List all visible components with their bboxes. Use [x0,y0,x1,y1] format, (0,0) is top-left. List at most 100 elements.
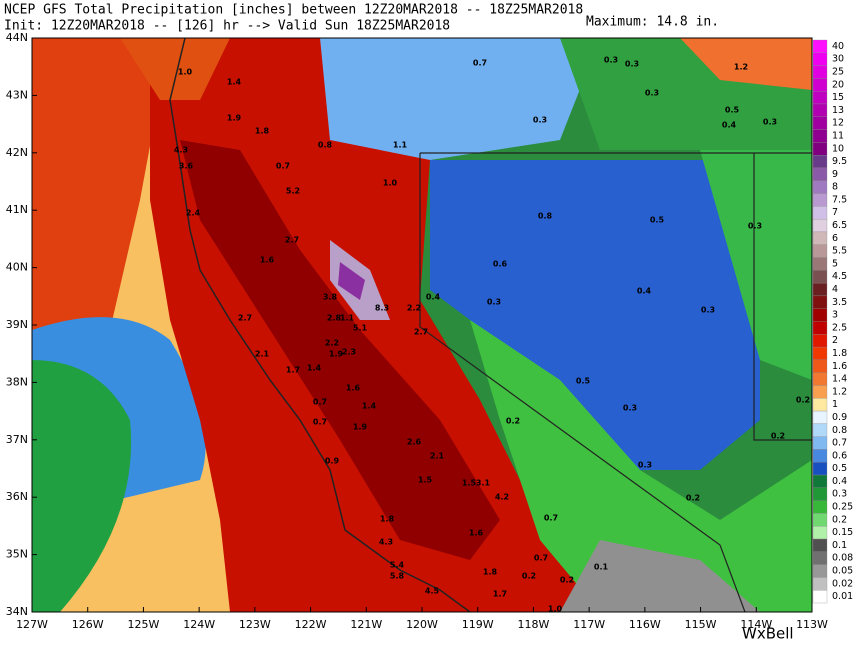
colorbar-label: 15 [832,92,844,103]
colorbar-label: 3 [832,310,838,321]
map-value-label: 0.7 [544,514,558,523]
map-value-label: 0.7 [313,398,327,407]
lat-label: 40N [6,261,28,274]
colorbar-swatch [812,308,828,322]
colorbar-label: 0.25 [832,502,853,513]
map-labels: 1.0 1.4 0.7 0.3 0.3 1.2 0.3 0.5 0.4 0.3 1.9 1.8 0.3 4… [174,56,810,614]
map-value-label: 2.7 [238,314,252,323]
lat-label: 38N [6,375,28,388]
map-value-label: 4.3 [379,538,393,547]
boundaries [169,37,812,613]
colorbar-swatch [812,590,828,604]
colorbar-swatch [812,526,828,540]
lat-label: 41N [6,203,28,216]
map-value-label: 0.7 [313,418,327,427]
colorbar-label: 13 [832,105,844,116]
colorbar-swatch [812,282,828,297]
colorbar-label: 2.5 [832,322,847,333]
map-value-label: 2.7 [285,236,299,245]
map-value-label: 3.6 [179,162,194,171]
colorbar-label: 25 [832,66,844,77]
colorbar-swatch [812,116,828,130]
colorbar-label: 0.02 [832,578,853,589]
colorbar-label: 0.9 [832,412,847,423]
colorbar-swatch [812,257,828,271]
colorbar-label: 0.4 [832,476,847,487]
colorbar-label: 0.08 [832,553,853,564]
map-value-label: 0.3 [701,306,715,315]
map-value-label: 2.1 [430,452,445,461]
map-value-label: 1.6 [260,256,275,265]
map-value-label: 0.5 [650,216,665,225]
map-value-label: 1.5 [462,479,477,488]
lat-label: 34N [6,605,28,618]
lat-label: 37N [6,433,28,446]
colorbar-swatch [812,39,828,53]
map-value-label: 0.3 [763,118,777,127]
colorbar-label: 0.8 [832,425,847,436]
map-value-label: 0.7 [473,59,487,68]
colorbar-label: 11 [832,130,844,141]
lat-label: 44N [6,31,28,44]
colorbar-swatch [812,538,828,552]
map-value-label: 1.9 [353,423,368,432]
colorbar-label: 4.5 [832,271,847,282]
colorbar-swatch [812,436,828,450]
colorbar-label: 9.5 [832,156,847,167]
map-value-label: 0.2 [771,432,785,441]
map-value-label: 2.2 [407,304,421,313]
map-value-label: 1.2 [734,63,748,72]
colorbar-swatch [812,398,828,412]
map-value-label: 1.4 [307,364,322,373]
map-value-label: 1.9 [329,350,344,359]
map-value-label: 0.4 [637,287,652,296]
map-value-label: 1.1 [340,314,355,323]
lon-label: 117W [573,618,605,631]
map-value-label: 3.8 [323,293,338,302]
colorbar-swatch [812,449,828,463]
colorbar-label: 9 [832,169,838,180]
colorbar-swatch [812,346,828,361]
map-value-label: 0.3 [533,116,547,125]
lat-label: 39N [6,318,28,331]
map-value-label: 2.7 [414,328,428,337]
colorbar-label: 10 [832,143,844,154]
colorbar-swatch [812,231,828,245]
colorbar-swatch [812,487,828,501]
colorbar-label: 1.8 [832,348,847,359]
map-value-label: 0.3 [623,404,637,413]
colorbar-label: 0.5 [832,463,847,474]
colorbar-label: 0.1 [832,540,847,551]
map-value-label: 0.3 [748,222,762,231]
colorbar-swatch [812,206,828,220]
lon-label: 122W [295,618,327,631]
map-value-label: 1.0 [548,605,563,614]
lat-label: 42N [6,146,28,159]
map-value-label: 0.8 [318,141,333,150]
map-value-label: 0.7 [534,554,548,563]
map-value-label: 0.3 [487,298,501,307]
colorbar-label: 8 [832,182,838,193]
colorbar-swatch [812,155,828,169]
map-value-label: 0.5 [725,106,740,115]
map-value-label: 1.0 [383,179,398,188]
map-value-label: 0.4 [426,293,441,302]
colorbar-swatch [812,65,828,79]
map-value-label: 0.4 [722,121,737,130]
lat-label: 43N [6,88,28,101]
colorbar-swatch [812,474,828,488]
map-value-label: 0.2 [686,494,700,503]
map-value-label: 0.2 [560,576,574,585]
colorbar-label: 1.2 [832,386,847,397]
map-value-label: 5.4 [390,561,405,570]
map-value-label: 0.3 [604,56,618,65]
map-value-label: 1.8 [380,515,395,524]
colorbar-swatch [812,462,828,476]
lon-label: 113W [796,618,828,631]
colorbar-swatch [812,577,828,591]
colorbar-label: 5.5 [832,246,847,257]
map-value-label: 4.3 [174,146,188,155]
map-value-label: 0.2 [796,396,810,405]
colorbar-label: 0.2 [832,514,847,525]
